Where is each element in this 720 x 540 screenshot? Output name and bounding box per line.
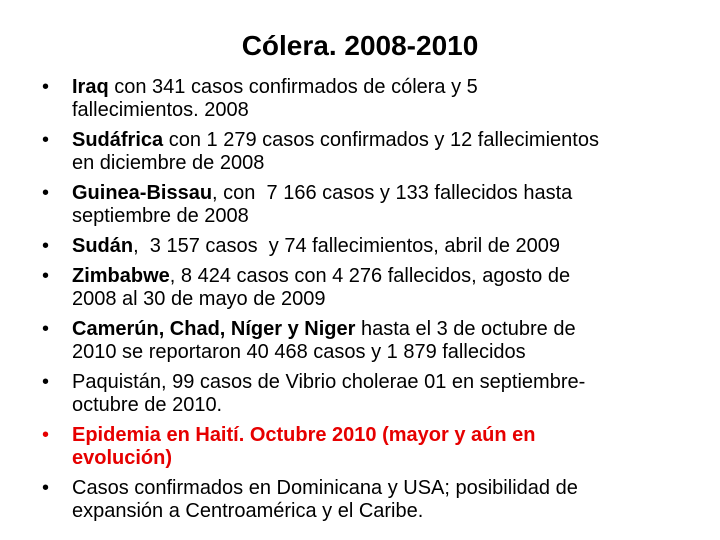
text-line: Casos confirmados en Dominicana y USA; p… — [72, 477, 700, 500]
text-line: Guinea-Bissau, con 7 166 casos y 133 fal… — [72, 182, 700, 205]
bold-text: Camerún, Chad, Níger y Niger — [72, 318, 356, 340]
text: , con 7 166 casos y 133 fallecidos hasta — [212, 182, 573, 204]
text-line: 2008 al 30 de mayo de 2009 — [72, 288, 700, 311]
text-line: Camerún, Chad, Níger y Niger hasta el 3 … — [72, 318, 700, 341]
text: con 1 279 casos confirmados y 12 falleci… — [163, 129, 599, 151]
text: octubre de 2010. — [72, 394, 223, 416]
text: en diciembre de 2008 — [72, 152, 265, 174]
bullet-list: • Iraq con 341 casos confirmados de cóler… — [40, 76, 700, 530]
bold-text: Sudán — [72, 235, 134, 257]
bullet-item: • Camerún, Chad, Níger y Niger hasta el 3… — [40, 318, 700, 364]
bullet-marker: • — [42, 129, 50, 151]
text-line: 2010 se reportaron 40 468 casos y 1 879 … — [72, 341, 700, 364]
text-line: fallecimientos. 2008 — [72, 99, 700, 122]
bullet-item: • Casos confirmados en Dominicana y USA; … — [40, 477, 700, 523]
bullet-item: • Sudán, 3 157 casos y 74 fallecimientos,… — [40, 235, 700, 258]
bold-text: Epidemia en Haití. Octubre 2010 (mayor y… — [72, 424, 536, 446]
text-line: octubre de 2010. — [72, 394, 700, 417]
bold-text: Guinea-Bissau — [72, 182, 213, 204]
bold-text: evolución) — [72, 447, 173, 469]
text: 2010 se reportaron 40 468 casos y 1 879 … — [72, 341, 526, 363]
text-line: septiembre de 2008 — [72, 205, 700, 228]
bullet-marker: • — [42, 265, 50, 287]
text: fallecimientos. 2008 — [72, 99, 249, 121]
text-line: Sudáfrica con 1 279 casos confirmados y … — [72, 129, 700, 152]
bullet-marker: • — [42, 477, 50, 499]
text-line: en diciembre de 2008 — [72, 152, 700, 175]
bullet-item: • Guinea-Bissau, con 7 166 casos y 133 fa… — [40, 182, 700, 228]
text-line: evolución) — [72, 447, 700, 470]
bullet-marker: • — [42, 235, 50, 257]
text: septiembre de 2008 — [72, 205, 249, 227]
bullet-item: • Sudáfrica con 1 279 casos confirmados y… — [40, 129, 700, 175]
text-line: Sudán, 3 157 casos y 74 fallecimientos, … — [72, 235, 700, 258]
bullet-marker: • — [42, 371, 50, 393]
bullet-item: • Zimbabwe, 8 424 casos con 4 276 falleci… — [40, 265, 700, 311]
text-line: expansión a Centroamérica y el Caribe. — [72, 500, 700, 523]
bullet-item: • Iraq con 341 casos confirmados de cóler… — [40, 76, 700, 122]
bullet-marker: • — [42, 318, 50, 340]
text-line: Iraq con 341 casos confirmados de cólera… — [72, 76, 700, 99]
text-line: Paquistán, 99 casos de Vibrio cholerae 0… — [72, 371, 700, 394]
text: con 341 casos confirmados de cólera y 5 — [108, 76, 478, 98]
text: expansión a Centroamérica y el Caribe. — [72, 500, 424, 522]
text: Casos confirmados en Dominicana y USA; p… — [72, 477, 578, 499]
bullet-marker: • — [42, 182, 50, 204]
text: Paquistán, 99 casos de Vibrio cholerae 0… — [72, 371, 586, 393]
text: hasta el 3 de octubre de — [355, 318, 576, 340]
text: 2008 al 30 de mayo de 2009 — [72, 288, 326, 310]
bold-text: Iraq — [72, 76, 109, 98]
bullet-item: • Paquistán, 99 casos de Vibrio cholerae … — [40, 371, 700, 417]
text-line: Zimbabwe, 8 424 casos con 4 276 fallecid… — [72, 265, 700, 288]
text-line: Epidemia en Haití. Octubre 2010 (mayor y… — [72, 424, 700, 447]
bullet-item: • Epidemia en Haití. Octubre 2010 (mayor … — [40, 424, 700, 470]
slide-title: Cólera. 2008-2010 — [241, 30, 479, 61]
bullet-marker: • — [42, 424, 50, 446]
bullet-marker: • — [42, 76, 50, 98]
bold-text: Sudáfrica — [72, 129, 164, 151]
text: , 8 424 casos con 4 276 fallecidos, agos… — [169, 265, 571, 287]
bold-text: Zimbabwe — [72, 265, 170, 287]
text: , 3 157 casos y 74 fallecimientos, abril… — [133, 235, 561, 257]
